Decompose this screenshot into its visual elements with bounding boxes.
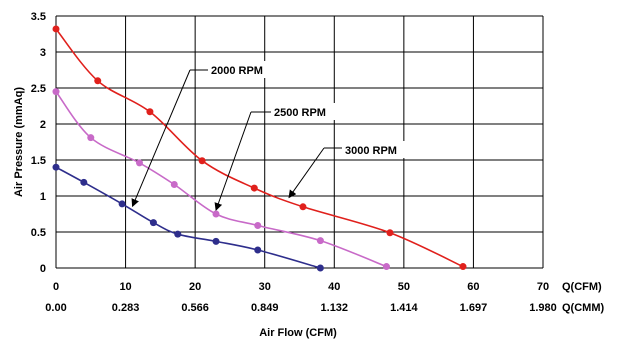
data-point-3000-rpm xyxy=(199,157,206,164)
data-point-2000-rpm xyxy=(317,265,324,272)
data-point-2500-rpm xyxy=(136,159,143,166)
x-unit-label: Q(CFM) xyxy=(562,281,602,293)
data-point-2000-rpm xyxy=(119,200,126,207)
y-tick-label: 0.5 xyxy=(31,227,46,239)
x-tick-label: 70 xyxy=(537,281,549,293)
x-axis-title: Air Flow (CFM) xyxy=(259,327,337,339)
data-point-3000-rpm xyxy=(299,203,306,210)
x2-unit-label: Q(CMM) xyxy=(562,302,604,314)
series-line-2500-rpm xyxy=(56,92,387,267)
x2-tick-label: 1.697 xyxy=(460,302,488,314)
data-point-2500-rpm xyxy=(53,88,60,95)
chart-grid xyxy=(56,16,543,268)
callout-label: 2000 RPM xyxy=(211,65,263,77)
data-point-2000-rpm xyxy=(53,164,60,171)
data-point-3000-rpm xyxy=(459,263,466,270)
data-point-3000-rpm xyxy=(146,108,153,115)
x-tick-label: 10 xyxy=(119,281,131,293)
y-tick-label: 1.5 xyxy=(31,155,46,167)
x-tick-label: 30 xyxy=(259,281,271,293)
callout-arrow xyxy=(289,148,324,197)
data-point-2500-rpm xyxy=(254,222,261,229)
x-tick-label: 0 xyxy=(53,281,59,293)
data-point-3000-rpm xyxy=(94,77,101,84)
x2-tick-label: 0.566 xyxy=(181,302,209,314)
x2-tick-label: 0.00 xyxy=(45,302,66,314)
x2-tick-label: 1.132 xyxy=(321,302,349,314)
x-tick-label: 60 xyxy=(467,281,479,293)
data-point-2500-rpm xyxy=(171,181,178,188)
x2-tick-label: 0.849 xyxy=(251,302,279,314)
data-point-2000-rpm xyxy=(213,238,220,245)
y-tick-label: 3 xyxy=(40,47,46,59)
data-point-2500-rpm xyxy=(87,134,94,141)
data-point-2000-rpm xyxy=(150,219,157,226)
y-tick-label: 3.5 xyxy=(31,11,46,23)
data-point-3000-rpm xyxy=(386,229,393,236)
data-point-3000-rpm xyxy=(251,185,258,192)
y-tick-label: 2 xyxy=(40,119,46,131)
x2-tick-label: 1.414 xyxy=(390,302,418,314)
y-tick-label: 2.5 xyxy=(31,83,46,95)
data-point-3000-rpm xyxy=(53,25,60,32)
series-line-2000-rpm xyxy=(56,167,320,268)
data-point-2500-rpm xyxy=(383,263,390,270)
x-tick-label: 40 xyxy=(328,281,340,293)
data-point-2500-rpm xyxy=(213,211,220,218)
y-axis-title: Air Pressure (mmAq) xyxy=(13,87,25,197)
x2-tick-label: 0.283 xyxy=(112,302,140,314)
callout-arrow xyxy=(216,112,251,210)
x-tick-label: 20 xyxy=(189,281,201,293)
data-point-2000-rpm xyxy=(80,179,87,186)
y-tick-label: 0 xyxy=(40,263,46,275)
data-point-2000-rpm xyxy=(254,247,261,254)
y-tick-label: 1 xyxy=(40,191,46,203)
data-point-2500-rpm xyxy=(317,237,324,244)
x2-tick-label: 1.980 xyxy=(529,302,557,314)
callout-arrow xyxy=(133,70,190,206)
callout-label: 2500 RPM xyxy=(274,107,326,119)
x-tick-label: 50 xyxy=(398,281,410,293)
data-point-2000-rpm xyxy=(174,231,181,238)
callout-label: 3000 RPM xyxy=(345,145,397,157)
